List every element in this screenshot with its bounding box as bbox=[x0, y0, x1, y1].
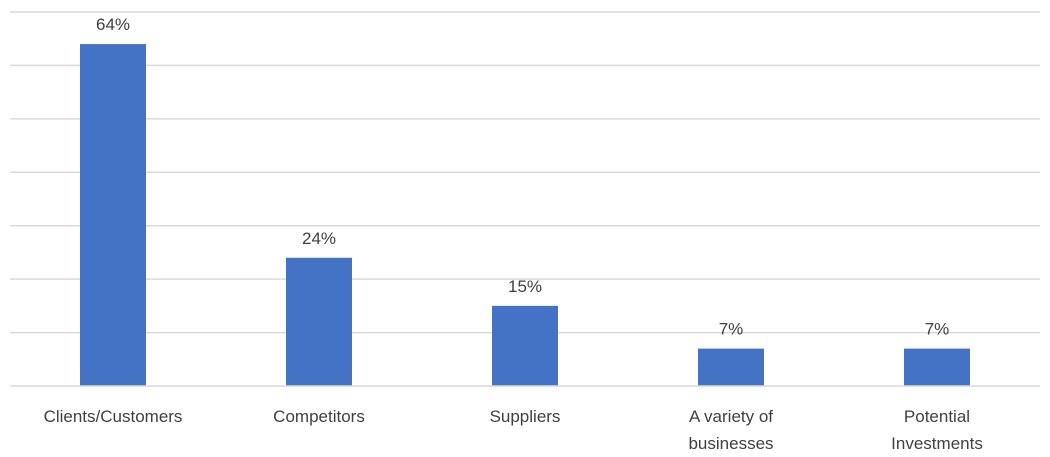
bar bbox=[492, 305, 558, 386]
category-label: Investments bbox=[891, 434, 983, 453]
category-label: Potential bbox=[904, 407, 970, 426]
gridlines bbox=[10, 11, 1040, 334]
category-label: Suppliers bbox=[490, 407, 561, 426]
bar bbox=[904, 348, 970, 386]
data-label: 15% bbox=[508, 277, 542, 296]
bar bbox=[698, 348, 764, 386]
category-labels: Clients/Customers Competitors Suppliers A v… bbox=[44, 407, 983, 453]
bar bbox=[286, 257, 352, 386]
data-labels: 64% 24% 15% 7% 7% bbox=[96, 15, 949, 339]
bar bbox=[80, 44, 146, 387]
category-label: Competitors bbox=[273, 407, 365, 426]
data-label: 7% bbox=[719, 320, 744, 339]
data-label: 64% bbox=[96, 15, 130, 34]
data-label: 24% bbox=[302, 229, 336, 248]
data-label: 7% bbox=[925, 320, 950, 339]
bars bbox=[80, 44, 970, 387]
category-label: A variety of bbox=[689, 407, 773, 426]
category-label: Clients/Customers bbox=[44, 407, 183, 426]
category-label: businesses bbox=[688, 434, 773, 453]
